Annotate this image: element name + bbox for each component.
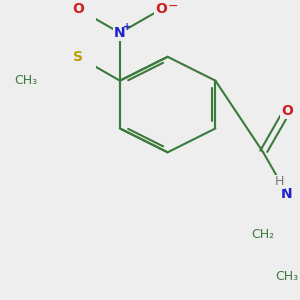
Text: O: O <box>281 104 293 118</box>
Text: CH₃: CH₃ <box>14 74 37 87</box>
Text: N: N <box>114 26 126 40</box>
Text: CH₂: CH₂ <box>252 228 275 242</box>
Text: S: S <box>73 50 83 64</box>
Text: O: O <box>72 2 84 16</box>
Text: O: O <box>155 2 167 16</box>
Text: +: + <box>123 22 131 32</box>
Text: H: H <box>275 176 285 188</box>
Text: −: − <box>168 0 178 13</box>
Text: CH₃: CH₃ <box>275 270 298 283</box>
Text: N: N <box>281 187 293 201</box>
